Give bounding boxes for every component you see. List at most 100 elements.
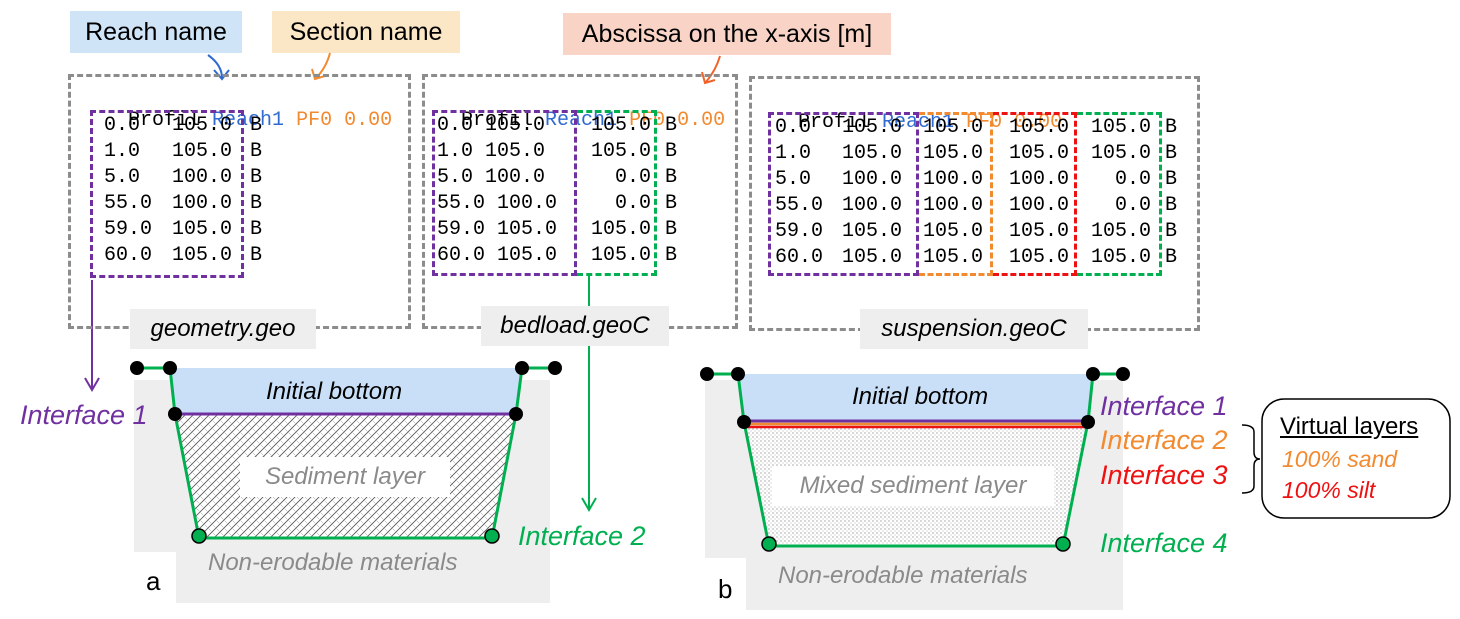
- panel-a-letter: a: [146, 566, 161, 596]
- table-cell: 105.0: [923, 220, 984, 243]
- table-cell: 1.0: [775, 142, 812, 165]
- table-cell: 105.0: [590, 244, 651, 267]
- table-cell: B: [250, 166, 263, 189]
- table-cell: 60.0: [104, 244, 153, 267]
- table-cell: B: [1165, 246, 1178, 269]
- table-cell: 100.0: [923, 168, 984, 191]
- virtual-layers-title: Virtual layers: [1280, 413, 1419, 440]
- abscissa-value: 0.00: [344, 109, 393, 132]
- table-cell: 105.0: [1008, 246, 1069, 269]
- table-cell: 59.0: [775, 220, 824, 243]
- table-cell: 55.0 100.0: [437, 192, 558, 215]
- table-cell: 105.0: [923, 246, 984, 269]
- table-cell: 0.0: [775, 116, 812, 139]
- table-cell: B: [1165, 142, 1178, 165]
- virtual-layers-sand: 100% sand: [1282, 446, 1398, 472]
- table-cell: 100.0: [172, 192, 233, 215]
- panel-a-sediment-label: Sediment layer: [240, 457, 450, 497]
- abscissa-value: 0.00: [1014, 111, 1063, 134]
- table-cell: 59.0 105.0: [437, 218, 558, 241]
- geometry-filename: geometry.geo: [130, 309, 316, 349]
- panel-b-sediment-label: Mixed sediment layer: [772, 466, 1054, 506]
- virtual-layers-brace: [1241, 424, 1261, 494]
- table-cell: 60.0: [775, 246, 824, 269]
- panel-b-letter: b: [718, 574, 733, 604]
- bedload-green-frame: [577, 110, 657, 276]
- table-cell: B: [250, 244, 263, 267]
- table-cell: 105.0: [1090, 220, 1151, 243]
- panel-b-interface4: Interface 4: [1100, 528, 1228, 558]
- table-cell: 105.0: [1090, 142, 1151, 165]
- abscissa-value: 0.00: [677, 109, 726, 132]
- table-cell: 105.0: [172, 114, 233, 137]
- profil-keyword: Profil: [128, 109, 201, 132]
- table-cell: B: [665, 192, 678, 215]
- table-cell: B: [250, 218, 263, 241]
- table-cell: 105.0: [1090, 246, 1151, 269]
- table-cell: 5.0: [104, 166, 141, 189]
- panel-a-initial-bottom: Initial bottom: [266, 378, 403, 405]
- table-cell: 100.0: [172, 166, 233, 189]
- table-cell: 105.0: [590, 114, 651, 137]
- panel-a-interface2: Interface 2: [518, 521, 646, 551]
- table-cell: 0.0: [104, 114, 141, 137]
- table-cell: B: [665, 140, 678, 163]
- table-cell: 105.0: [842, 220, 903, 243]
- section-name-callout: Section name: [272, 11, 460, 53]
- table-cell: B: [250, 192, 263, 215]
- panel-b-base-label: Non-erodable materials: [778, 562, 1028, 589]
- geometry-purple-frame: [90, 110, 244, 278]
- section-value: PF0: [966, 111, 1003, 134]
- table-cell: 0.0: [614, 192, 651, 215]
- profil-keyword: Profil: [461, 109, 534, 132]
- table-cell: B: [665, 218, 678, 241]
- panel-a-interface1: Interface 1: [20, 400, 148, 430]
- table-cell: 55.0: [775, 194, 824, 217]
- table-cell: 55.0: [104, 192, 153, 215]
- table-cell: 100.0: [923, 194, 984, 217]
- table-cell: B: [665, 114, 678, 137]
- table-cell: 105.0: [842, 116, 903, 139]
- table-cell: 100.0: [1008, 168, 1069, 191]
- table-cell: 105.0: [842, 246, 903, 269]
- table-cell: 105.0: [172, 218, 233, 241]
- table-cell: 100.0: [842, 168, 903, 191]
- abscissa-callout: Abscissa on the x-axis [m]: [563, 13, 891, 55]
- table-cell: B: [1165, 220, 1178, 243]
- table-cell: B: [1165, 168, 1178, 191]
- table-cell: B: [665, 244, 678, 267]
- section-value: PF0: [296, 109, 333, 132]
- virtual-layers-silt: 100% silt: [1282, 477, 1376, 503]
- table-cell: B: [1165, 116, 1178, 139]
- geometry-header: Profil Reach1 PF0 0.00: [104, 86, 392, 132]
- table-cell: 1.0: [104, 140, 141, 163]
- suspension-orange-frame: [919, 112, 993, 276]
- table-cell: B: [1165, 194, 1178, 217]
- panel-a-water: [170, 368, 522, 414]
- table-cell: 5.0: [775, 168, 812, 191]
- table-cell: 105.0: [923, 116, 984, 139]
- table-cell: 100.0: [842, 194, 903, 217]
- table-cell: 105.0: [1008, 142, 1069, 165]
- table-cell: 0.0: [1114, 194, 1151, 217]
- table-cell: 5.0 100.0: [437, 166, 546, 189]
- panel-a-base-label: Non-erodable materials: [208, 549, 458, 576]
- suspension-purple-frame: [768, 112, 919, 276]
- table-cell: B: [665, 166, 678, 189]
- table-cell: 105.0: [923, 142, 984, 165]
- suspension-header: Profil Reach1 PF0 0.00: [774, 88, 1062, 134]
- table-cell: 1.0 105.0: [437, 140, 546, 163]
- table-cell: 105.0: [1008, 116, 1069, 139]
- reach-value: Reach1: [212, 109, 285, 132]
- table-cell: 100.0: [1008, 194, 1069, 217]
- bedload-purple-frame: [432, 110, 577, 276]
- panel-b-initial-bottom: Initial bottom: [852, 383, 989, 410]
- abscissa-arrow: [705, 55, 721, 83]
- table-cell: 105.0: [172, 140, 233, 163]
- table-cell: 0.0 105.0: [437, 114, 546, 137]
- suspension-red-frame: [993, 112, 1077, 276]
- bedload-header: Profil Reach1 PF0 0.00: [437, 86, 725, 132]
- table-cell: B: [250, 140, 263, 163]
- table-cell: 105.0: [590, 140, 651, 163]
